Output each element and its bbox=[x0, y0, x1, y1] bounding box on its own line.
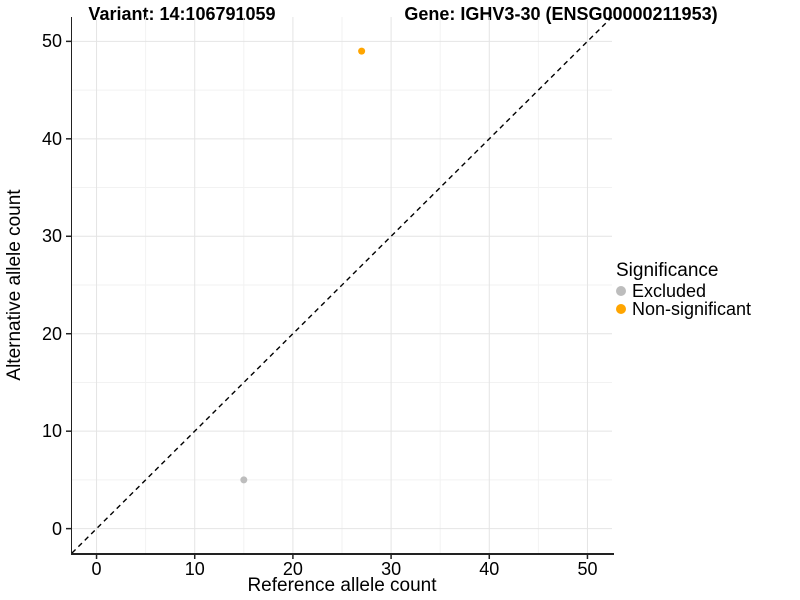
y-tick-label: 0 bbox=[51, 518, 62, 539]
data-point-non-significant bbox=[358, 47, 366, 55]
y-axis-line bbox=[70, 17, 72, 555]
legend-item-non-significant: Non-significant bbox=[616, 298, 752, 319]
data-point-excluded bbox=[240, 476, 248, 484]
legend-item-excluded: Excluded bbox=[616, 280, 751, 301]
x-axis-title: Reference allele count bbox=[247, 575, 437, 596]
x-tick-label: 20 bbox=[282, 559, 303, 579]
y-tick-label: 50 bbox=[41, 31, 62, 52]
scatter-plot-canvas bbox=[66, 16, 613, 559]
x-tick-label: 50 bbox=[577, 559, 598, 579]
x-tick-label: 30 bbox=[381, 559, 402, 579]
plot-panel bbox=[66, 16, 613, 559]
legend-label-non-significant: Non-significant bbox=[632, 298, 752, 319]
excluded-dot-icon bbox=[616, 286, 626, 296]
x-tick-label: 40 bbox=[479, 559, 500, 579]
legend-label-excluded: Excluded bbox=[632, 280, 707, 301]
y-tick-label: 40 bbox=[41, 128, 62, 149]
y-tick-label: 20 bbox=[41, 323, 62, 344]
x-axis-line bbox=[70, 553, 614, 555]
identity-line bbox=[71, 16, 613, 554]
y-axis-title: Alternative allele count bbox=[4, 189, 25, 381]
non-significant-dot-icon bbox=[616, 304, 626, 314]
x-tick-label: 0 bbox=[91, 559, 102, 579]
gene-title: Gene: IGHV3-30 (ENSG00000211953) bbox=[404, 4, 718, 24]
x-tick-label: 10 bbox=[184, 559, 205, 579]
y-tick-label: 30 bbox=[41, 226, 62, 247]
legend-title: Significance bbox=[616, 260, 719, 281]
variant-title: Variant: 14:106791059 bbox=[88, 4, 276, 24]
legend: Significance Excluded Non-significant bbox=[616, 260, 752, 319]
y-tick-label: 10 bbox=[41, 421, 62, 442]
